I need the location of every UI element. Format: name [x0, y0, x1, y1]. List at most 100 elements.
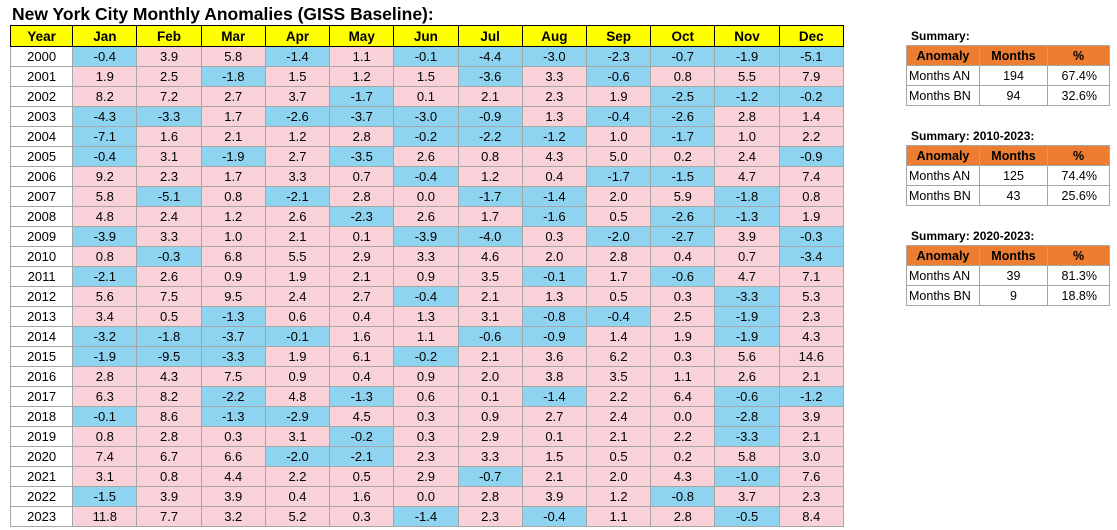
header-month: Aug	[521, 25, 587, 47]
anomaly-cell: 4.4	[200, 466, 266, 487]
anomaly-cell: -0.7	[650, 46, 716, 67]
page-title: New York City Monthly Anomalies (GISS Ba…	[12, 4, 434, 24]
anomaly-cell: -4.3	[72, 106, 138, 127]
anomaly-cell: 6.1	[329, 346, 395, 367]
anomaly-cell: -3.6	[457, 66, 523, 87]
anomaly-cell: -3.7	[200, 326, 266, 347]
anomaly-cell: 3.0	[778, 446, 845, 467]
anomaly-cell: 7.5	[200, 366, 266, 387]
anomaly-cell: -1.9	[714, 326, 780, 347]
anomaly-cell: -0.1	[521, 266, 587, 287]
table-row: 2000 -0.4 3.9 5.8 -1.4 1.1 -0.1 -4.4 -3.0 -2.3 -0.…	[9, 46, 845, 67]
header-month: Jan	[72, 25, 138, 47]
anomaly-cell: 7.4	[778, 166, 845, 187]
anomaly-cell: -0.1	[264, 326, 331, 347]
anomaly-cell: 2.1	[264, 226, 331, 247]
anomaly-cell: 2.1	[329, 266, 395, 287]
anomaly-cell: 1.6	[329, 486, 395, 507]
anomaly-cell: 2.0	[585, 186, 652, 207]
anomaly-cell: -1.7	[457, 186, 523, 207]
anomaly-cell: 8.2	[136, 386, 202, 407]
summary-row: Months AN 39 81.3%	[906, 265, 1110, 286]
anomaly-cell: -3.3	[714, 286, 780, 307]
anomaly-cell: 0.3	[650, 286, 716, 307]
anomaly-cell: 2.8	[136, 426, 202, 447]
anomaly-cell: -0.4	[585, 106, 652, 127]
anomaly-cell: 0.5	[585, 286, 652, 307]
anomaly-cell: -0.4	[393, 286, 459, 307]
anomaly-cell: -2.6	[264, 106, 331, 127]
anomaly-cell: 0.8	[72, 246, 138, 267]
anomaly-cell: 0.4	[521, 166, 587, 187]
anomaly-cell: -0.7	[457, 466, 523, 487]
anomaly-table: Year Jan Feb Mar Apr May Jun Jul Aug Sep Oct Nov Dec…	[9, 25, 845, 527]
anomaly-cell: -1.2	[778, 386, 845, 407]
anomaly-cell: 4.3	[521, 146, 587, 167]
anomaly-cell: 2.3	[778, 486, 845, 507]
anomaly-cell: 1.3	[521, 106, 587, 127]
summary-row: Months BN 9 18.8%	[906, 285, 1110, 306]
anomaly-cell: 5.8	[714, 446, 780, 467]
table-row: 2005 -0.4 3.1 -1.9 2.7 -3.5 2.6 0.8 4.3 5.0 0.2 2.4…	[9, 146, 845, 167]
anomaly-cell: -5.1	[136, 186, 202, 207]
anomaly-cell: -0.4	[72, 46, 138, 67]
anomaly-cell: -2.1	[72, 266, 138, 287]
summary-header-cell: Months	[979, 145, 1048, 166]
anomaly-cell: 3.4	[72, 306, 138, 327]
anomaly-cell: 0.5	[585, 446, 652, 467]
year-cell: 2007	[9, 186, 74, 207]
anomaly-cell: -1.0	[714, 466, 780, 487]
anomaly-cell: 4.8	[264, 386, 331, 407]
summary-months: 94	[979, 85, 1048, 106]
anomaly-cell: 0.1	[457, 386, 523, 407]
table-row: 2015 -1.9 -9.5 -3.3 1.9 6.1 -0.2 2.1 3.6 6.2 0.3 5.…	[9, 346, 845, 367]
anomaly-cell: 0.8	[136, 466, 202, 487]
anomaly-cell: 1.1	[650, 366, 716, 387]
anomaly-cell: 2.3	[457, 506, 523, 527]
anomaly-cell: 0.4	[650, 246, 716, 267]
header-month: Nov	[714, 25, 780, 47]
anomaly-cell: -0.3	[136, 246, 202, 267]
header-month: Feb	[136, 25, 202, 47]
anomaly-cell: -2.9	[264, 406, 331, 427]
anomaly-cell: -2.0	[264, 446, 331, 467]
anomaly-cell: -0.9	[521, 326, 587, 347]
anomaly-cell: 4.3	[650, 466, 716, 487]
anomaly-cell: 0.1	[393, 86, 459, 107]
anomaly-cell: 1.1	[585, 506, 652, 527]
year-cell: 2015	[9, 346, 74, 367]
anomaly-cell: 0.2	[650, 446, 716, 467]
anomaly-cell: -0.1	[393, 46, 459, 67]
anomaly-cell: 1.3	[521, 286, 587, 307]
anomaly-cell: 1.4	[778, 106, 845, 127]
anomaly-cell: 11.8	[72, 506, 138, 527]
anomaly-cell: 1.7	[585, 266, 652, 287]
anomaly-cell: 7.7	[136, 506, 202, 527]
anomaly-cell: 1.7	[200, 166, 266, 187]
anomaly-cell: -1.9	[72, 346, 138, 367]
anomaly-cell: 3.9	[136, 486, 202, 507]
anomaly-cell: -0.6	[650, 266, 716, 287]
summary-months: 43	[979, 185, 1048, 206]
anomaly-cell: 1.9	[264, 266, 331, 287]
year-cell: 2002	[9, 86, 74, 107]
anomaly-cell: 0.6	[264, 306, 331, 327]
anomaly-cell: -2.7	[650, 226, 716, 247]
year-cell: 2014	[9, 326, 74, 347]
summary-header-cell: %	[1047, 45, 1110, 66]
anomaly-cell: 8.4	[778, 506, 845, 527]
anomaly-cell: -1.4	[521, 386, 587, 407]
anomaly-cell: 2.0	[457, 366, 523, 387]
summary-2010-2023-table: Anomaly Months% Months AN 125 74.4% Months BN…	[906, 145, 1110, 206]
anomaly-cell: -3.3	[714, 426, 780, 447]
anomaly-cell: 3.8	[521, 366, 587, 387]
anomaly-cell: 3.3	[136, 226, 202, 247]
anomaly-cell: 1.2	[200, 206, 266, 227]
summary-header-row: Anomaly Months%	[906, 145, 1110, 166]
anomaly-cell: 7.9	[778, 66, 845, 87]
anomaly-cell: -3.7	[329, 106, 395, 127]
anomaly-cell: -1.9	[714, 46, 780, 67]
table-row: 2016 2.8 4.3 7.5 0.9 0.4 0.9 2.0 3.8 3.5 1.1 2.6 2.1	[9, 366, 845, 387]
anomaly-cell: -2.6	[650, 206, 716, 227]
summary-2020-2023-table: Anomaly Months% Months AN 39 81.3% Months BN 9…	[906, 245, 1110, 306]
